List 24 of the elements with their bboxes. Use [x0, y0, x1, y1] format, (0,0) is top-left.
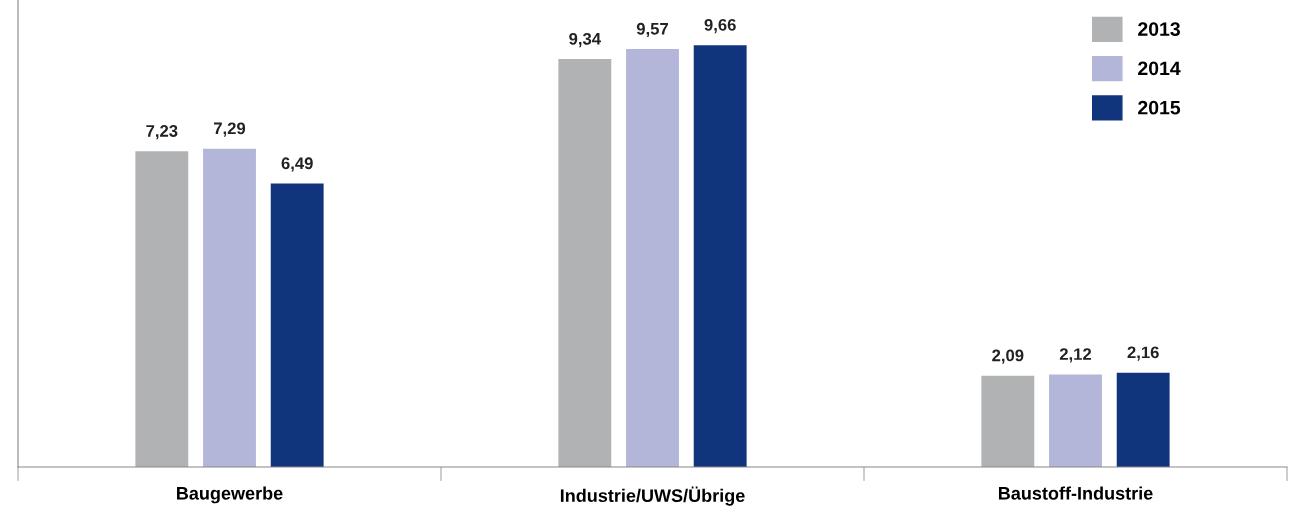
bar	[558, 59, 612, 467]
legend-label: 2014	[1138, 61, 1181, 76]
data-label: 7,23	[146, 125, 178, 140]
bar	[693, 45, 747, 467]
x-tick-label: Baugewerbe	[177, 486, 283, 504]
bar	[135, 151, 189, 467]
data-label: 2,16	[1127, 346, 1159, 361]
data-label: 2,09	[992, 349, 1024, 364]
x-tick-label: Industrie/UWS/Übrige	[560, 486, 745, 506]
bar	[203, 148, 256, 467]
x-tick-label: Baustoff-Industrie	[998, 486, 1153, 500]
bar	[1116, 372, 1170, 467]
data-label: 9,57	[636, 22, 668, 38]
bar	[1049, 374, 1102, 467]
data-label: 9,34	[569, 32, 601, 48]
data-label: 6,49	[281, 157, 313, 172]
data-label: 9,66	[704, 18, 736, 34]
data-label: 7,29	[214, 122, 246, 137]
bar	[626, 49, 679, 467]
data-label: 2,12	[1059, 348, 1092, 363]
bar	[981, 375, 1035, 467]
legend-label: 2015	[1138, 100, 1181, 115]
legend-label: 2013	[1138, 22, 1180, 36]
bar	[270, 183, 324, 467]
